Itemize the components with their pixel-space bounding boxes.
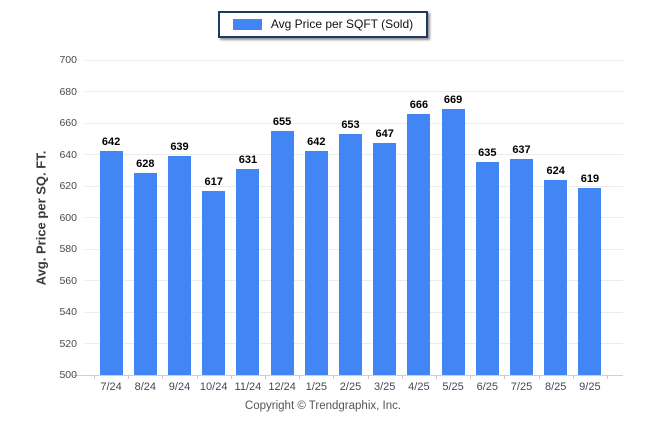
x-axis-tick [367,375,369,379]
bar-10/24[interactable] [202,190,226,375]
copyright-text: Copyright © Trendgraphix, Inc. [244,400,402,412]
x-axis-tick [162,375,164,379]
bar-3/25[interactable] [373,143,397,375]
x-tick-label: 3/25 [373,381,396,393]
bar-value-label: 617 [204,175,223,188]
bar-value-label: 628 [136,158,155,171]
bar-value-label: 669 [443,93,463,106]
x-tick-label: 9/25 [579,381,601,393]
bar-value-label: 655 [272,115,292,128]
x-axis-tick [572,375,574,379]
x-axis-tick [504,375,506,379]
plot-area: 500 520 540 560 580 600 620 640 660 680 700 642 7/24… [59,54,623,393]
bar-value-label: 637 [512,144,531,157]
gridline [85,122,623,124]
x-axis-tick [436,375,437,379]
x-tick-label: 4/25 [408,381,430,393]
x-axis-tick [333,375,335,379]
bar-8/24[interactable] [133,173,157,375]
bar-5/25[interactable] [441,108,465,375]
x-tick-label: 10/24 [199,381,228,393]
gridline [85,59,623,61]
bar-1/25[interactable] [304,151,328,375]
bar-value-label: 642 [307,136,326,149]
x-tick-label: 12/24 [268,381,296,393]
x-axis-tick [128,375,130,379]
x-axis-tick [470,375,472,379]
y-tick-label: 700 [59,54,77,66]
x-tick-label: 8/24 [134,381,156,393]
x-axis-tick [299,375,301,379]
x-tick-label: 7/24 [100,381,122,393]
x-tick-label: 5/25 [442,381,464,393]
bar-value-label: 647 [375,128,394,141]
bar-value-label: 635 [478,147,497,160]
bar-6/25[interactable] [475,162,499,375]
legend-box[interactable]: Avg Price per SQFT (Sold) [217,11,429,38]
bar-value-label: 619 [580,172,600,185]
x-tick-label: 8/25 [544,381,567,393]
x-tick-label: 7/25 [510,381,533,393]
bar-8/25[interactable] [544,179,568,375]
x-axis-line [73,375,623,376]
y-tick-label: 580 [59,243,77,255]
x-tick-label: 1/25 [305,381,327,393]
x-axis-tick [607,375,608,379]
x-tick-label: 11/24 [234,381,262,393]
x-axis-tick [196,375,198,379]
bar-value-label: 653 [341,119,360,132]
x-axis-tick [538,375,540,379]
legend: Avg Price per SQFT (Sold) [0,11,646,38]
y-tick-label: 640 [59,148,77,161]
bar-4/25[interactable] [407,113,431,375]
bar-value-label: 624 [546,164,565,177]
x-axis-tick [401,375,403,379]
legend-swatch [232,18,262,30]
y-tick-label: 560 [59,274,77,287]
y-tick-label: 600 [59,211,77,224]
y-tick-label: 660 [59,117,77,129]
x-axis-tick [230,375,232,379]
bar-value-label: 666 [409,98,429,111]
bar-9/24[interactable] [168,156,191,375]
gridline [85,91,623,92]
bar-7/25[interactable] [510,159,533,375]
bar-7/24[interactable] [99,151,123,375]
y-tick-label: 500 [59,369,77,381]
bar-value-label: 631 [238,153,258,166]
bar-9/25[interactable] [578,187,602,375]
y-tick-label: 540 [59,306,77,318]
x-tick-label: 6/25 [476,381,498,393]
y-tick-label: 620 [59,180,77,192]
bar-value-label: 639 [170,141,189,154]
y-tick-label: 520 [59,337,77,350]
x-axis-tick [94,375,95,379]
x-axis-tick [265,375,266,379]
y-tick-label: 680 [59,85,77,98]
x-tick-label: 2/25 [339,381,362,393]
bar-11/24[interactable] [236,168,260,375]
legend-label: Avg Price per SQFT (Sold) [270,17,414,31]
bar-2/25[interactable] [339,134,362,375]
bar-12/24[interactable] [270,130,294,375]
x-tick-label: 9/24 [168,381,191,393]
bar-value-label: 642 [101,136,121,149]
